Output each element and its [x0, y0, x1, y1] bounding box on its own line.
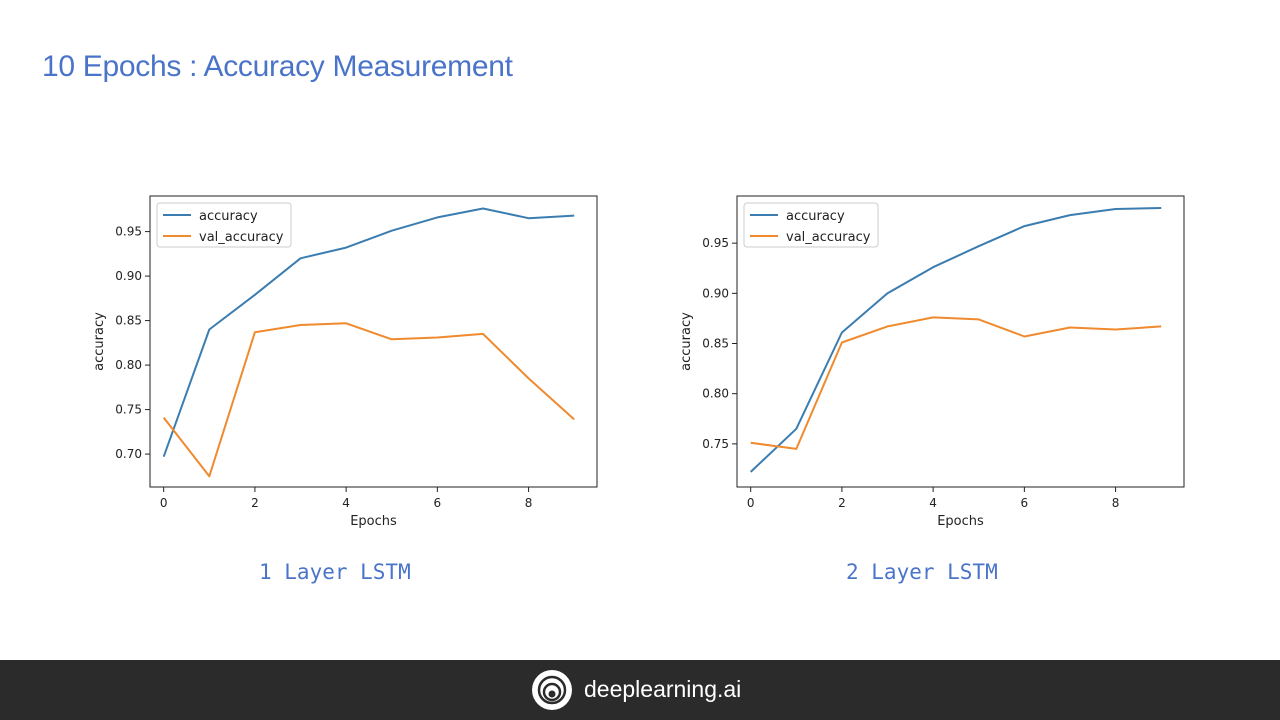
y-tick-label: 0.75 [115, 403, 142, 417]
series-line-accuracy [162, 207, 575, 458]
footer-bar: deeplearning.ai [0, 660, 1280, 720]
accuracy-chart-1: 0 2 4 6 8 0.70 0.75 0.80 0.85 0.90 0.95 Epochs accur… [92, 195, 598, 529]
legend-label-val_accuracy: val_accuracy [786, 230, 871, 245]
accuracy-chart-2: 0 2 4 6 8 0.75 0.80 0.85 0.90 0.95 Epochs accuracy a… [679, 195, 1185, 529]
deeplearning-logo-icon [532, 670, 572, 710]
x-axis-label: Epochs [937, 514, 984, 529]
chart-1-layer-lstm: 0 2 4 6 8 0.70 0.75 0.80 0.85 0.90 0.95 Epochs accur… [80, 180, 620, 540]
caption-2-layer-lstm: 2 Layer LSTM [846, 560, 998, 584]
y-tick-label: 0.85 [702, 337, 729, 351]
x-tick-label: 6 [434, 496, 442, 510]
legend-label-val_accuracy: val_accuracy [199, 230, 284, 245]
legend-label-accuracy: accuracy [786, 209, 845, 224]
y-axis-label: accuracy [679, 312, 694, 371]
y-tick-label: 0.90 [702, 286, 729, 300]
x-tick-label: 4 [342, 496, 350, 510]
brand-name: deeplearning.ai [584, 676, 742, 702]
x-tick-label: 0 [160, 496, 168, 510]
y-tick-label: 0.70 [115, 447, 142, 461]
y-axis-label: accuracy [92, 312, 107, 371]
x-tick-label: 8 [1112, 496, 1120, 510]
x-tick-label: 4 [929, 496, 937, 510]
y-tick-label: 0.90 [115, 269, 142, 283]
y-tick-label: 0.80 [115, 358, 142, 372]
y-tick-label: 0.95 [702, 236, 729, 250]
x-axis-label: Epochs [350, 514, 397, 529]
y-tick-label: 0.85 [115, 314, 142, 328]
y-tick-label: 0.80 [702, 387, 729, 401]
x-tick-label: 8 [525, 496, 533, 510]
x-tick-label: 6 [1021, 496, 1029, 510]
series-line-val_accuracy [162, 322, 575, 478]
series-line-accuracy [750, 207, 1162, 473]
x-tick-label: 2 [251, 496, 259, 510]
y-tick-label: 0.95 [115, 225, 142, 239]
x-tick-label: 0 [747, 496, 755, 510]
legend-label-accuracy: accuracy [199, 209, 258, 224]
series-line-val_accuracy [750, 316, 1162, 450]
chart-2-layer-lstm: 0 2 4 6 8 0.75 0.80 0.85 0.90 0.95 Epochs accuracy a… [667, 180, 1207, 540]
x-tick-label: 2 [838, 496, 846, 510]
page-title: 10 Epochs : Accuracy Measurement [42, 50, 513, 83]
caption-1-layer-lstm: 1 Layer LSTM [259, 560, 411, 584]
y-tick-label: 0.75 [702, 437, 729, 451]
